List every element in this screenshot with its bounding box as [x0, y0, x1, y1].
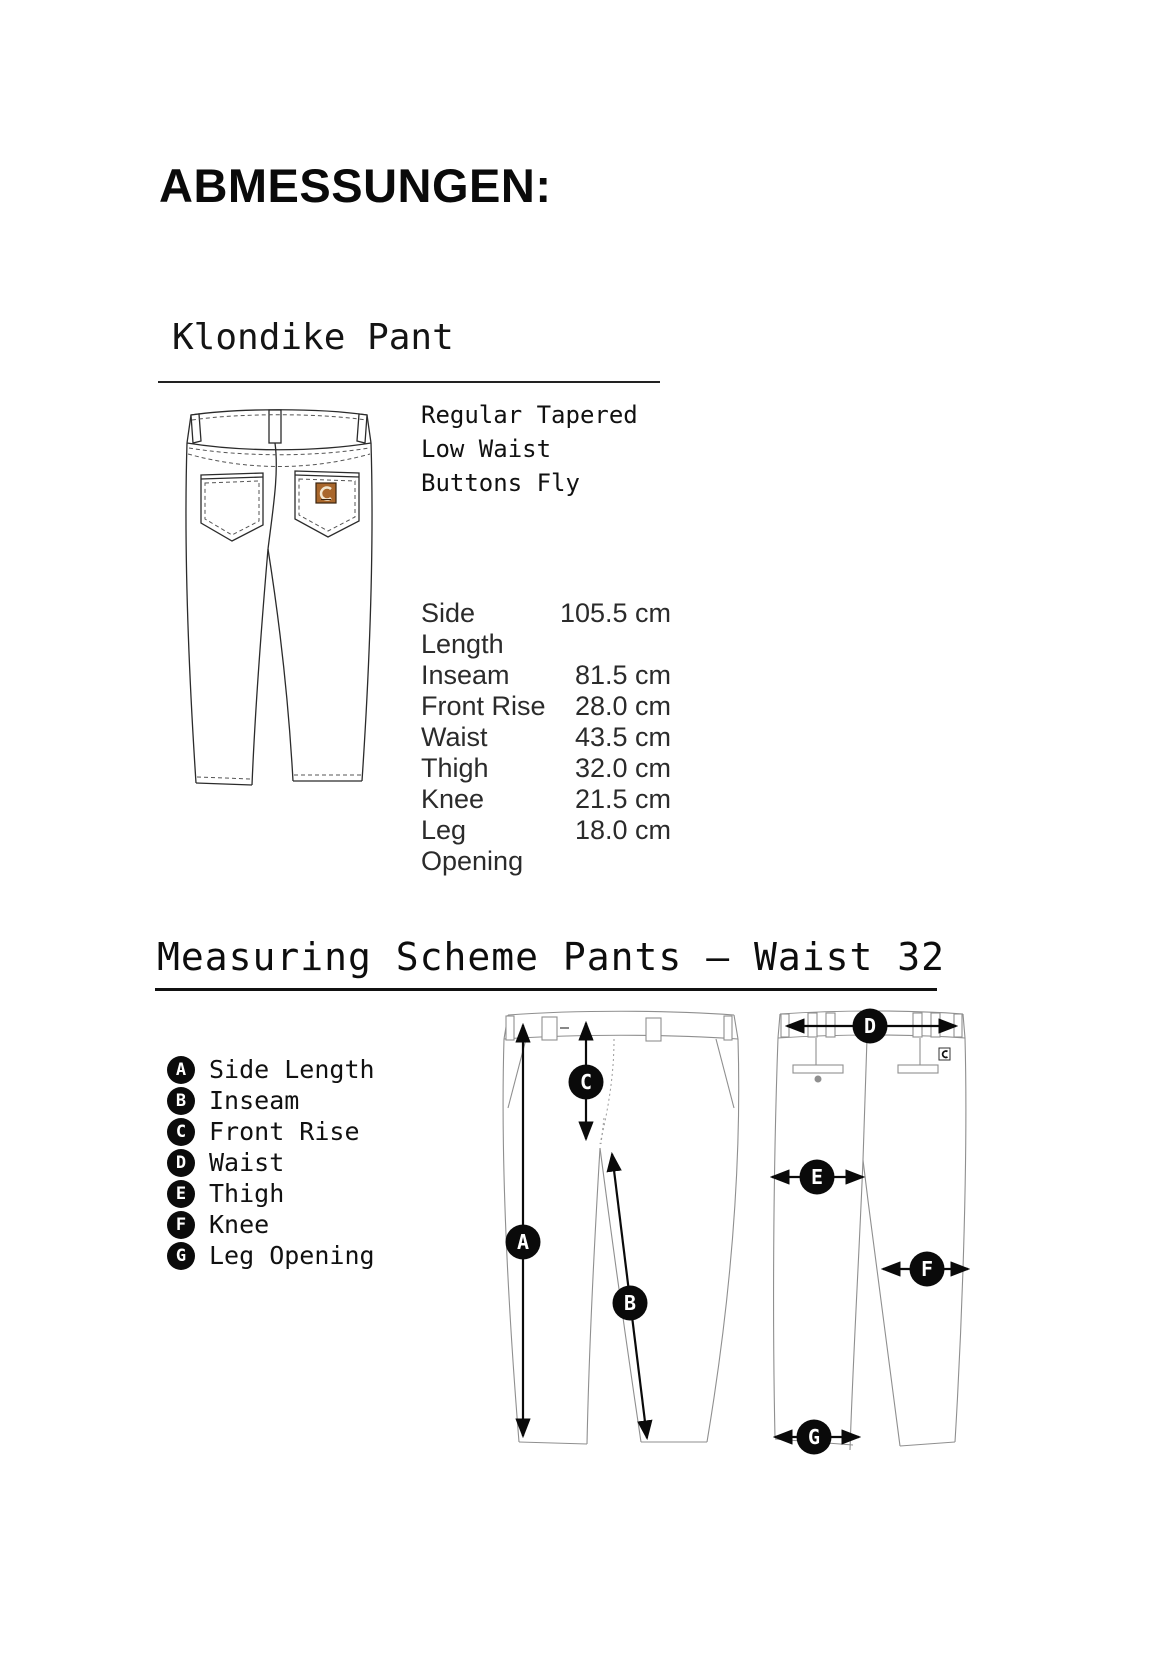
legend-label: Front Rise — [209, 1117, 360, 1146]
measuring-legend: A Side Length B Inseam C Front Rise D Wa… — [167, 1054, 375, 1271]
measuring-diagram-back: D E F G — [769, 1008, 971, 1455]
measure-label: Side Length — [421, 598, 504, 659]
pants-back-technical-drawing — [185, 409, 373, 786]
measure-label: Front Rise — [421, 691, 546, 721]
legend-badge-g: G — [167, 1241, 195, 1270]
measure-value: 28.0 cm — [574, 691, 671, 721]
marker-letter-f: F — [921, 1257, 933, 1281]
measure-label: Waist — [421, 722, 488, 752]
measure-value: 43.5 cm — [574, 722, 671, 752]
marker-badge-e: E — [799, 1159, 835, 1195]
marker-badge-b: B — [612, 1285, 648, 1321]
legend-badge-f: F — [167, 1210, 195, 1239]
legend-label: Leg Opening — [209, 1241, 375, 1270]
measure-label: Inseam — [421, 660, 510, 690]
carhartt-label — [315, 482, 337, 504]
legend-item: C Front Rise — [167, 1116, 375, 1147]
measure-value: 32.0 cm — [574, 753, 671, 783]
legend-badge-d: D — [167, 1148, 195, 1177]
marker-badge-f: F — [909, 1251, 945, 1287]
marker-badge-a: A — [505, 1224, 541, 1260]
stitching-dashes — [187, 414, 371, 780]
product-name-heading: Klondike Pant — [158, 314, 660, 384]
table-row: Side Length 105.5 cm — [421, 598, 671, 660]
legend-item: G Leg Opening — [167, 1240, 375, 1271]
table-row: Thigh 32.0 cm — [421, 753, 671, 784]
legend-badge-e: E — [167, 1179, 195, 1208]
pant-outline — [773, 1010, 967, 1451]
pant-outline — [185, 409, 373, 786]
measure-value: 81.5 cm — [574, 660, 671, 690]
legend-label: Side Length — [209, 1055, 375, 1084]
legend-item: E Thigh — [167, 1178, 375, 1209]
legend-item: B Inseam — [167, 1085, 375, 1116]
marker-letter-a: A — [517, 1230, 529, 1254]
marker-letter-d: D — [864, 1014, 876, 1038]
marker-badge-g: G — [796, 1419, 832, 1455]
measure-label: Knee — [421, 784, 485, 814]
legend-badge-c: C — [167, 1117, 195, 1146]
marker-badge-c: C — [568, 1064, 604, 1100]
marker-letter-g: G — [808, 1425, 820, 1449]
legend-item: D Waist — [167, 1147, 375, 1178]
page-title: ABMESSUNGEN: — [159, 159, 552, 212]
measure-value: 105.5 cm — [559, 598, 671, 628]
legend-label: Inseam — [209, 1086, 300, 1115]
measure-label: Thigh — [421, 753, 489, 783]
legend-label: Knee — [209, 1210, 270, 1239]
marker-letter-e: E — [811, 1165, 823, 1189]
legend-item: A Side Length — [167, 1054, 375, 1085]
product-features: Regular Tapered Low Waist Buttons Fly — [421, 398, 638, 500]
feature-fit: Regular Tapered — [421, 401, 638, 429]
legend-label: Thigh — [209, 1179, 285, 1208]
feature-waist: Low Waist — [421, 435, 552, 463]
measurement-table: Side Length 105.5 cm Inseam 81.5 cm Fron… — [421, 598, 671, 877]
marker-badge-d: D — [852, 1008, 888, 1044]
marker-letter-b: B — [624, 1291, 636, 1315]
table-row: Inseam 81.5 cm — [421, 660, 671, 691]
fly-stitching — [599, 1038, 615, 1145]
legend-label: Waist — [209, 1148, 285, 1177]
legend-item: F Knee — [167, 1209, 375, 1240]
measure-label: Leg Opening — [421, 815, 524, 876]
measure-value: 18.0 cm — [574, 815, 671, 845]
table-row: Knee 21.5 cm — [421, 784, 671, 815]
legend-badge-b: B — [167, 1086, 195, 1115]
marker-letter-c: C — [580, 1070, 592, 1094]
table-row: Waist 43.5 cm — [421, 722, 671, 753]
measuring-scheme-heading: Measuring Scheme Pants – Waist 32 — [155, 935, 944, 991]
measuring-diagram-front: A C B — [502, 1010, 740, 1445]
carhartt-label — [938, 1047, 951, 1061]
measure-value: 21.5 cm — [574, 784, 671, 814]
legend-badge-a: A — [167, 1055, 195, 1084]
table-row: Front Rise 28.0 cm — [421, 691, 671, 722]
table-row: Leg Opening 18.0 cm — [421, 815, 671, 877]
feature-fly: Buttons Fly — [421, 469, 580, 497]
